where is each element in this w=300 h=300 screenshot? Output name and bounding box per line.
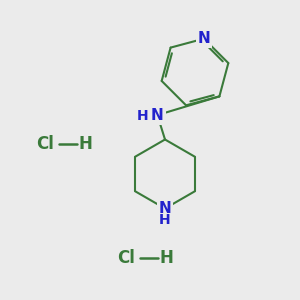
Text: H: H <box>159 213 171 227</box>
Text: Cl: Cl <box>117 249 135 267</box>
Text: N: N <box>151 108 164 123</box>
Text: H: H <box>79 135 92 153</box>
Text: Cl: Cl <box>36 135 54 153</box>
Text: N: N <box>198 31 210 46</box>
Text: H: H <box>160 249 173 267</box>
Text: H: H <box>137 109 148 122</box>
Text: N: N <box>159 201 171 216</box>
